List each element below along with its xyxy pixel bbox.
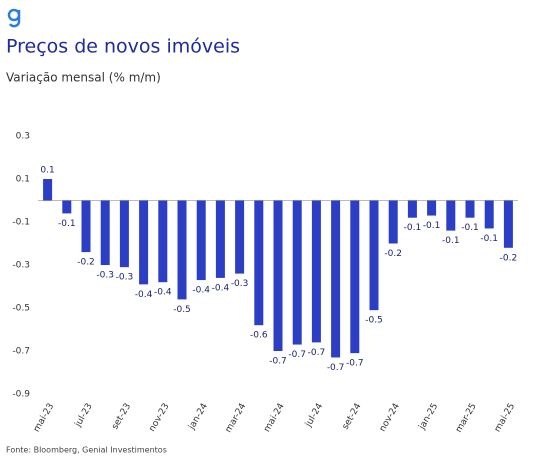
x-tick-label: mai-24 bbox=[262, 402, 287, 435]
bar bbox=[273, 200, 283, 351]
bar bbox=[158, 200, 168, 283]
x-tick-label: nov-23 bbox=[147, 402, 171, 434]
logo bbox=[7, 8, 21, 28]
value-label: -0.3 bbox=[116, 273, 134, 283]
bar bbox=[350, 200, 360, 354]
value-label: -0.4 bbox=[212, 283, 230, 293]
value-label: -0.1 bbox=[423, 221, 441, 231]
value-label: -0.1 bbox=[461, 223, 479, 233]
value-label: -0.1 bbox=[480, 234, 498, 244]
bar bbox=[177, 200, 187, 300]
x-tick-label: set-23 bbox=[110, 402, 133, 432]
value-label: -0.7 bbox=[269, 357, 287, 367]
value-label: -0.6 bbox=[250, 331, 268, 341]
bar bbox=[369, 200, 379, 311]
value-label: -0.1 bbox=[404, 223, 422, 233]
x-tick-label: jul-23 bbox=[73, 402, 95, 430]
value-label: -0.5 bbox=[365, 316, 383, 326]
y-tick-label: 0.1 bbox=[16, 175, 30, 185]
bar bbox=[465, 200, 475, 218]
x-tick-label: mar-25 bbox=[454, 402, 479, 435]
bar bbox=[427, 200, 437, 216]
bar bbox=[407, 200, 417, 218]
bar bbox=[331, 200, 341, 358]
value-label: -0.7 bbox=[288, 350, 306, 360]
bar bbox=[235, 200, 245, 274]
x-tick-label: mai-25 bbox=[493, 402, 517, 434]
value-label: -0.1 bbox=[58, 219, 76, 229]
y-tick-label: -0.7 bbox=[12, 347, 30, 357]
bar bbox=[446, 200, 456, 231]
y-tick-label: 0.3 bbox=[16, 132, 30, 142]
bar bbox=[484, 200, 494, 229]
value-label: -0.7 bbox=[346, 359, 364, 369]
y-tick-label: -0.1 bbox=[12, 218, 30, 228]
x-tick-label: mai-23 bbox=[32, 402, 56, 434]
value-label: -0.3 bbox=[231, 279, 249, 289]
bar bbox=[119, 200, 129, 268]
chart-subtitle: Variação mensal (% m/m) bbox=[6, 71, 161, 85]
value-label: -0.2 bbox=[77, 258, 95, 268]
bar bbox=[43, 179, 53, 201]
value-label: -0.3 bbox=[96, 271, 114, 281]
x-tick-label: set-24 bbox=[341, 402, 364, 432]
bar bbox=[139, 200, 149, 285]
x-tick-label: mar-24 bbox=[224, 402, 249, 435]
bar bbox=[503, 200, 513, 248]
y-tick-label: -0.9 bbox=[12, 390, 30, 400]
bar bbox=[292, 200, 302, 345]
value-label: -0.4 bbox=[154, 288, 172, 298]
y-tick-label: -0.3 bbox=[12, 261, 30, 271]
bar bbox=[196, 200, 206, 281]
bar bbox=[62, 200, 72, 214]
bar bbox=[254, 200, 264, 326]
bar bbox=[388, 200, 398, 244]
bar bbox=[81, 200, 91, 253]
value-label: -0.4 bbox=[135, 290, 153, 300]
value-label: -0.5 bbox=[173, 305, 191, 315]
chart-title: Preços de novos imóveis bbox=[6, 36, 240, 58]
value-label: -0.2 bbox=[500, 253, 518, 263]
x-tick-label: nov-24 bbox=[378, 402, 402, 434]
value-label: 0.1 bbox=[40, 166, 54, 176]
bar bbox=[100, 200, 110, 265]
y-tick-label: -0.5 bbox=[12, 304, 30, 314]
x-tick-label: jul-24 bbox=[303, 402, 325, 430]
value-label: -0.1 bbox=[442, 236, 460, 246]
value-label: -0.4 bbox=[192, 286, 210, 296]
value-label: -0.7 bbox=[308, 348, 326, 358]
bar bbox=[215, 200, 225, 278]
x-tick-label: jan-25 bbox=[417, 402, 440, 432]
source: Fonte: Bloomberg, Genial Investimentos bbox=[6, 446, 167, 455]
x-tick-label: jan-24 bbox=[187, 402, 211, 433]
value-label: -0.2 bbox=[384, 249, 402, 259]
bar bbox=[311, 200, 321, 343]
value-label: -0.7 bbox=[327, 363, 345, 373]
